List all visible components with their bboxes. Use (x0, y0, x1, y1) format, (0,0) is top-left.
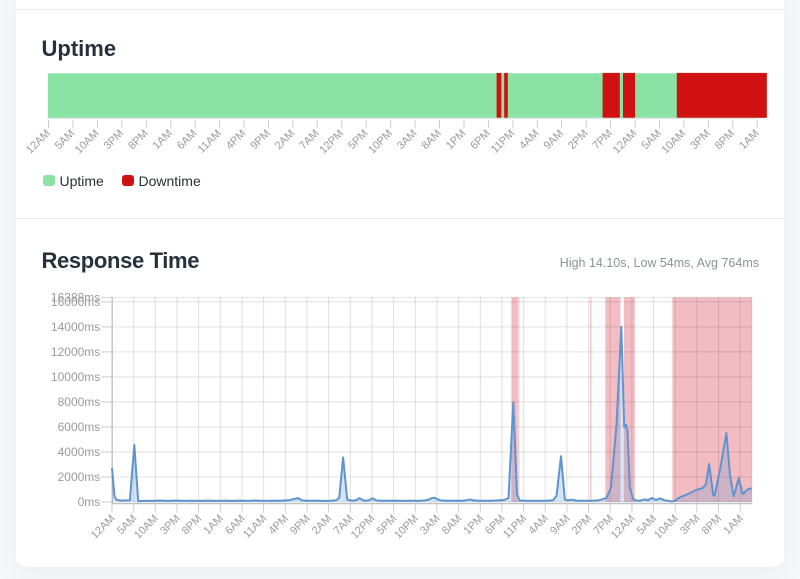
svg-text:1AM: 1AM (721, 513, 745, 537)
svg-text:2PM: 2PM (570, 513, 594, 537)
svg-text:1AM: 1AM (201, 513, 225, 537)
svg-text:8PM: 8PM (126, 128, 150, 152)
svg-text:3AM: 3AM (395, 128, 419, 152)
svg-text:12PM: 12PM (349, 513, 378, 542)
svg-text:12PM: 12PM (317, 128, 346, 157)
svg-text:8PM: 8PM (713, 128, 737, 152)
svg-text:10AM: 10AM (73, 128, 102, 157)
svg-text:1PM: 1PM (461, 513, 485, 537)
svg-text:4PM: 4PM (266, 513, 290, 537)
svg-text:8AM: 8AM (419, 128, 443, 152)
svg-text:12AM: 12AM (611, 128, 640, 157)
svg-text:3PM: 3PM (678, 513, 702, 537)
svg-text:1AM: 1AM (151, 128, 175, 152)
svg-text:8PM: 8PM (180, 513, 204, 537)
svg-text:10AM: 10AM (132, 513, 161, 542)
svg-text:2AM: 2AM (273, 128, 297, 152)
svg-text:0ms: 0ms (78, 495, 101, 509)
svg-text:10AM: 10AM (652, 513, 681, 542)
svg-text:11PM: 11PM (489, 128, 517, 156)
svg-text:8000ms: 8000ms (58, 395, 101, 409)
svg-text:4000ms: 4000ms (58, 445, 101, 459)
svg-text:8AM: 8AM (440, 513, 464, 537)
svg-text:10AM: 10AM (659, 128, 688, 157)
svg-text:10000ms: 10000ms (51, 370, 100, 384)
svg-text:9PM: 9PM (248, 128, 272, 152)
svg-text:6000ms: 6000ms (58, 420, 101, 434)
svg-text:3AM: 3AM (418, 513, 442, 537)
svg-text:10PM: 10PM (366, 128, 395, 157)
svg-text:2000ms: 2000ms (58, 470, 101, 484)
svg-text:12AM: 12AM (609, 513, 638, 542)
svg-text:3PM: 3PM (688, 128, 712, 152)
svg-text:16388ms: 16388ms (51, 291, 100, 305)
svg-text:2AM: 2AM (310, 513, 334, 537)
svg-text:11PM: 11PM (501, 513, 529, 541)
svg-text:1PM: 1PM (444, 128, 468, 152)
svg-text:9AM: 9AM (542, 128, 566, 152)
svg-text:3PM: 3PM (158, 513, 182, 537)
svg-text:11AM: 11AM (196, 128, 224, 156)
svg-text:4AM: 4AM (517, 128, 541, 152)
svg-text:4AM: 4AM (526, 513, 550, 537)
svg-text:16000ms: 16000ms (51, 295, 100, 309)
svg-text:1AM: 1AM (737, 128, 761, 152)
svg-text:8PM: 8PM (700, 513, 724, 537)
svg-text:4PM: 4PM (224, 128, 248, 152)
svg-text:12000ms: 12000ms (51, 345, 100, 359)
svg-text:14000ms: 14000ms (51, 320, 100, 334)
svg-text:9AM: 9AM (548, 513, 572, 537)
svg-text:9PM: 9PM (288, 513, 312, 537)
svg-text:12AM: 12AM (89, 513, 118, 542)
svg-text:3PM: 3PM (102, 128, 126, 152)
svg-text:11AM: 11AM (241, 513, 269, 541)
svg-text:10PM: 10PM (392, 513, 421, 542)
svg-text:12AM: 12AM (24, 128, 53, 157)
svg-text:2PM: 2PM (566, 128, 590, 152)
